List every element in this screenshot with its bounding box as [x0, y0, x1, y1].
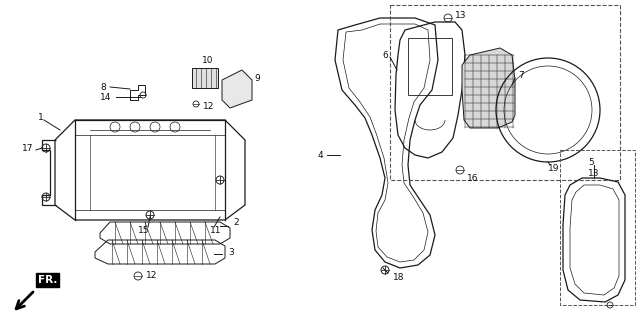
- Text: 13: 13: [588, 169, 599, 178]
- Text: 12: 12: [146, 271, 157, 281]
- Bar: [390, 5, 620, 180]
- Text: 14: 14: [100, 92, 111, 101]
- Text: 16: 16: [467, 173, 479, 182]
- Text: 8: 8: [100, 83, 105, 92]
- Text: 7: 7: [518, 70, 524, 79]
- Text: 18: 18: [393, 274, 404, 283]
- Text: 19: 19: [548, 164, 560, 172]
- Text: 5: 5: [588, 157, 594, 166]
- Text: 15: 15: [138, 226, 150, 235]
- Text: 11: 11: [210, 226, 222, 235]
- Bar: [560, 150, 635, 305]
- Text: 4: 4: [318, 150, 323, 159]
- Text: 17: 17: [22, 143, 33, 153]
- Polygon shape: [192, 68, 218, 88]
- Text: 12: 12: [203, 101, 214, 110]
- Text: 3: 3: [228, 247, 234, 257]
- Text: 13: 13: [455, 11, 466, 20]
- Text: FR.: FR.: [38, 275, 58, 285]
- Text: 10: 10: [202, 55, 213, 65]
- Text: 1: 1: [38, 113, 43, 122]
- Text: 6: 6: [382, 51, 388, 60]
- Text: 9: 9: [254, 74, 259, 83]
- Text: 2: 2: [233, 218, 238, 227]
- Polygon shape: [222, 70, 252, 108]
- Polygon shape: [462, 48, 515, 128]
